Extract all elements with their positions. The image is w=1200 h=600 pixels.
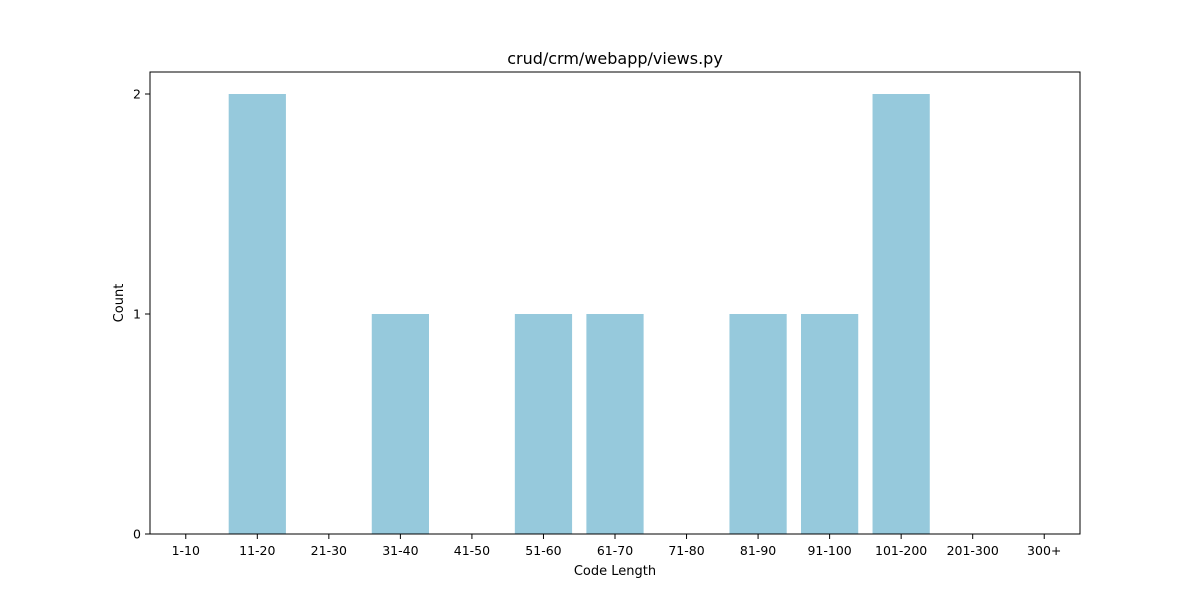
bar-81-90 <box>729 314 787 534</box>
y-tick-label: 0 <box>133 527 141 542</box>
x-tick-label: 101-200 <box>875 543 927 558</box>
x-tick-label: 201-300 <box>947 543 999 558</box>
y-tick-label: 2 <box>133 87 141 102</box>
x-tick-label: 41-50 <box>454 543 490 558</box>
bar-31-40 <box>371 314 429 534</box>
x-tick-label: 71-80 <box>668 543 704 558</box>
bar-101-200 <box>872 94 930 534</box>
x-tick-label: 11-20 <box>239 543 275 558</box>
x-tick-label: 300+ <box>1027 543 1061 558</box>
x-tick-label: 1-10 <box>172 543 200 558</box>
bar-51-60 <box>514 314 573 534</box>
x-tick-label: 51-60 <box>525 543 561 558</box>
bar-61-70 <box>586 314 644 534</box>
y-tick-label: 1 <box>133 307 141 322</box>
bars-group <box>228 94 930 534</box>
y-axis-label: Count <box>112 284 127 323</box>
chart-title: crud/crm/webapp/views.py <box>507 49 723 68</box>
x-tick-label: 21-30 <box>311 543 347 558</box>
x-tick-label: 61-70 <box>597 543 633 558</box>
y-axis-ticks: 0 1 2 <box>133 87 150 542</box>
x-axis-ticks: 1-10 11-20 21-30 31-40 41-50 51-60 61-70 71-80 8… <box>172 534 1061 558</box>
x-tick-label: 81-90 <box>740 543 776 558</box>
x-axis-label: Code Length <box>574 564 656 579</box>
x-tick-label: 31-40 <box>382 543 418 558</box>
x-tick-label: 91-100 <box>807 543 851 558</box>
bar-11-20 <box>228 94 286 534</box>
bar-91-100 <box>801 314 859 534</box>
